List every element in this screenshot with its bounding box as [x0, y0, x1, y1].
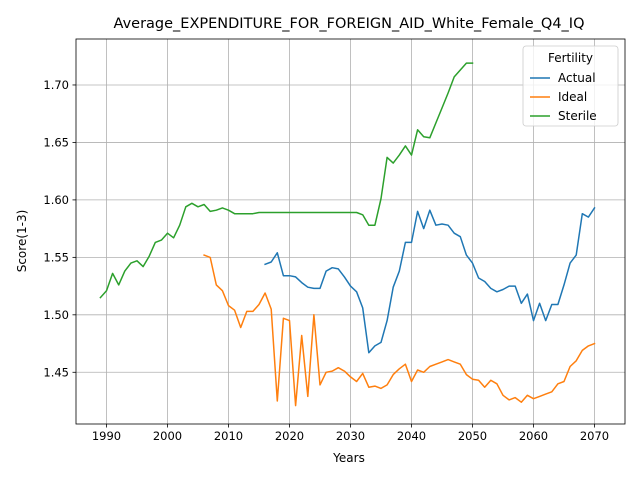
y-tick-label: 1.50 [43, 308, 69, 322]
legend-label-actual: Actual [558, 71, 596, 85]
y-tick-label: 1.65 [43, 135, 69, 149]
chart-title: Average_EXPENDITURE_FOR_FOREIGN_AID_Whit… [114, 16, 585, 32]
legend-box [522, 45, 619, 127]
x-axis-ticks: 1990 2000 2010 2020 2030 2040 2050 2060 2070 [92, 424, 609, 443]
y-tick-label: 1.55 [43, 250, 69, 264]
x-axis-label: Years [332, 451, 365, 465]
x-tick-label: 2060 [519, 429, 548, 443]
series-lines [99, 62, 596, 407]
x-tick-label: 2030 [336, 429, 365, 443]
series-line-sterile [99, 62, 474, 299]
y-axis-ticks: 1.45 1.50 1.55 1.60 1.65 1.70 [43, 78, 76, 379]
x-tick-label: 2010 [214, 429, 243, 443]
x-tick-label: 2000 [153, 429, 182, 443]
series-line-actual [264, 206, 596, 354]
legend-label-ideal: Ideal [558, 90, 587, 104]
x-tick-label: 2020 [275, 429, 304, 443]
y-tick-label: 1.45 [43, 365, 69, 379]
y-axis-label: Score(1-3) [15, 210, 29, 273]
y-tick-label: 1.70 [43, 78, 69, 92]
x-tick-label: 1990 [92, 429, 121, 443]
series-line-ideal [203, 254, 596, 407]
legend: Fertility Actual Ideal Sterile [522, 45, 619, 127]
x-tick-label: 2070 [580, 429, 609, 443]
legend-label-sterile: Sterile [558, 109, 597, 123]
x-tick-label: 2040 [397, 429, 426, 443]
legend-title: Fertility [548, 51, 593, 65]
y-tick-label: 1.60 [43, 193, 69, 207]
x-tick-label: 2050 [458, 429, 487, 443]
grid-lines [76, 39, 625, 424]
